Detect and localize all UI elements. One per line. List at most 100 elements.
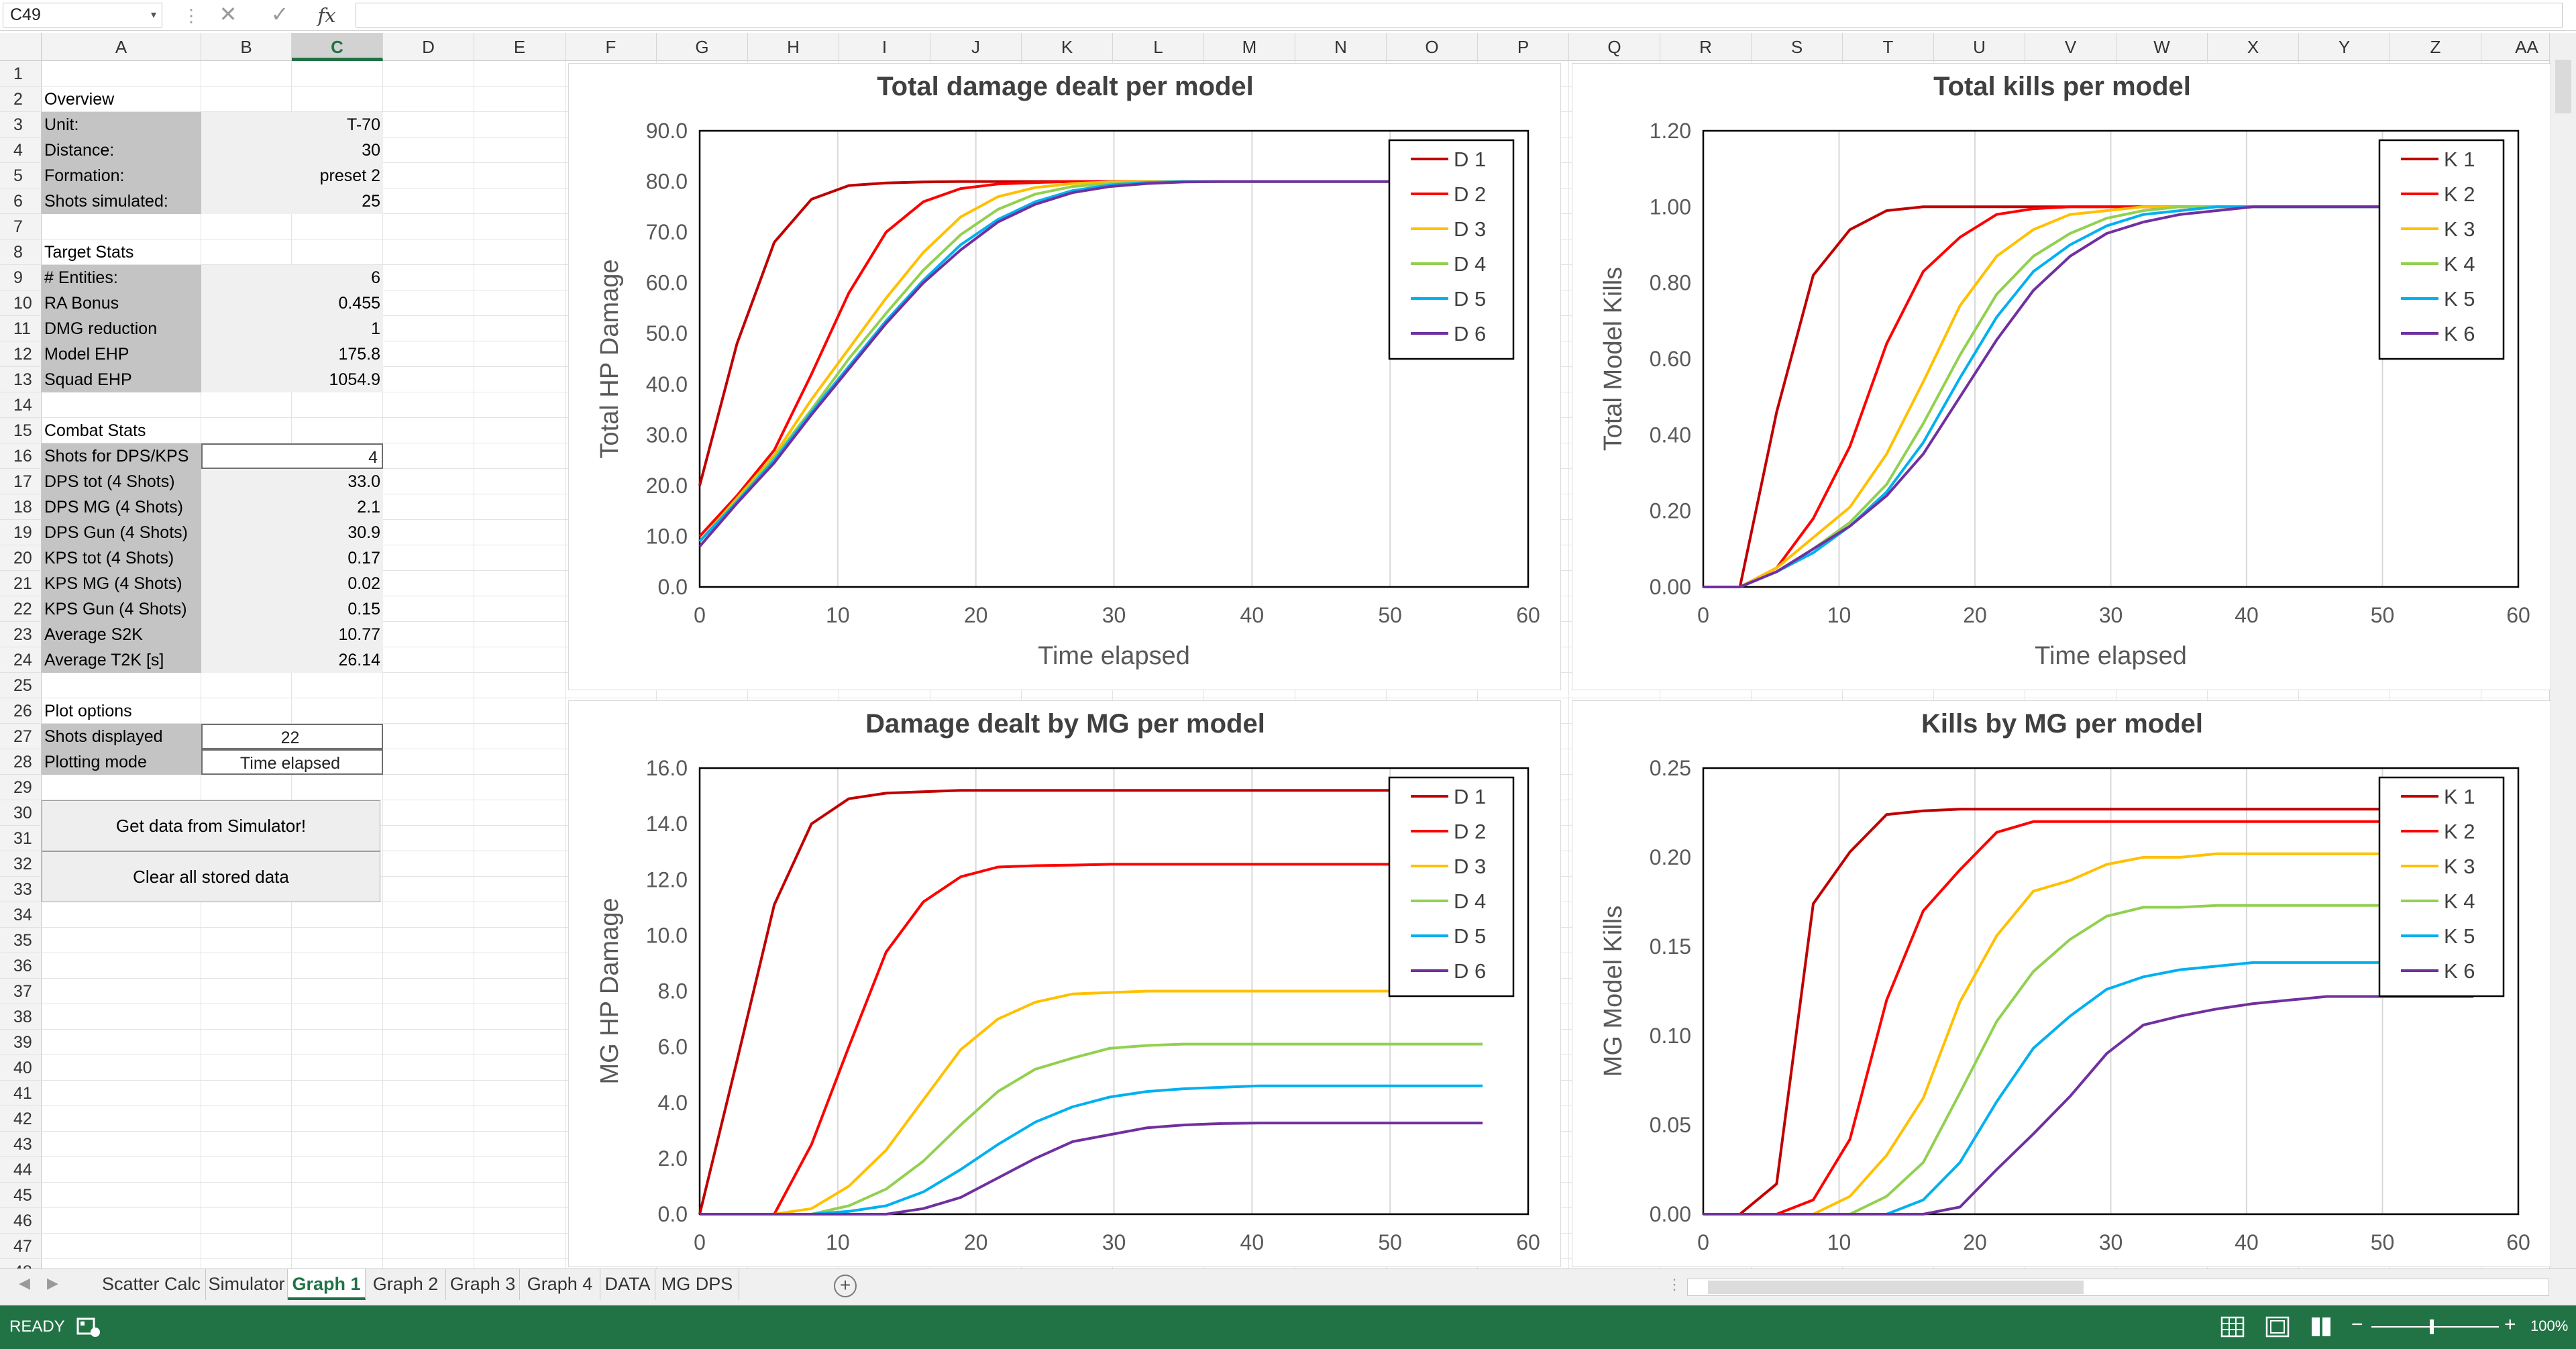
column-header-s[interactable]: S bbox=[1752, 33, 1843, 61]
tab-simulator[interactable]: Simulator bbox=[206, 1269, 288, 1300]
series-line-6[interactable] bbox=[1703, 995, 2474, 1216]
tab-data[interactable]: DATA bbox=[600, 1269, 655, 1300]
legend[interactable] bbox=[1388, 139, 1515, 360]
param-input[interactable]: Time elapsed bbox=[201, 749, 383, 775]
row-header-31[interactable]: 31 bbox=[0, 826, 42, 851]
tab-mg-dps[interactable]: MG DPS bbox=[655, 1269, 739, 1300]
series-line-3[interactable] bbox=[700, 989, 1483, 1216]
series-line-4[interactable] bbox=[1703, 205, 2474, 588]
column-header-d[interactable]: D bbox=[383, 33, 474, 61]
tab-scatter-calc[interactable]: Scatter Calc bbox=[97, 1269, 206, 1300]
series-line-5[interactable] bbox=[700, 1084, 1483, 1216]
insert-function-icon[interactable]: fx bbox=[312, 3, 341, 28]
row-header-40[interactable]: 40 bbox=[0, 1055, 42, 1081]
row-header-4[interactable]: 4 bbox=[0, 138, 42, 163]
row-header-36[interactable]: 36 bbox=[0, 953, 42, 979]
param-input[interactable]: 4 bbox=[201, 443, 383, 469]
row-header-16[interactable]: 16 bbox=[0, 443, 42, 469]
row-header-30[interactable]: 30 bbox=[0, 800, 42, 826]
series-line-4[interactable] bbox=[700, 1042, 1483, 1216]
legend[interactable] bbox=[2378, 776, 2505, 997]
vertical-scrollbar[interactable] bbox=[2549, 33, 2576, 1269]
row-header-22[interactable]: 22 bbox=[0, 596, 42, 622]
tab-scroll-left-icon[interactable]: ◀ bbox=[19, 1275, 30, 1291]
row-header-32[interactable]: 32 bbox=[0, 851, 42, 877]
row-header-8[interactable]: 8 bbox=[0, 239, 42, 265]
row-header-39[interactable]: 39 bbox=[0, 1030, 42, 1055]
column-header-g[interactable]: G bbox=[657, 33, 748, 61]
get-data-button[interactable]: Get data from Simulator! bbox=[42, 800, 380, 851]
series-line-3[interactable] bbox=[1703, 205, 2474, 588]
row-header-19[interactable]: 19 bbox=[0, 520, 42, 545]
series-line-1[interactable] bbox=[698, 180, 1483, 486]
column-header-h[interactable]: H bbox=[748, 33, 839, 61]
column-header-e[interactable]: E bbox=[474, 33, 566, 61]
row-header-26[interactable]: 26 bbox=[0, 698, 42, 724]
column-header-w[interactable]: W bbox=[2116, 33, 2208, 61]
row-header-7[interactable]: 7 bbox=[0, 214, 42, 239]
enter-icon[interactable]: ✓ bbox=[270, 2, 289, 26]
horizontal-scrollbar[interactable] bbox=[1687, 1279, 2549, 1296]
column-header-l[interactable]: L bbox=[1113, 33, 1204, 61]
vertical-scroll-thumb[interactable] bbox=[2555, 60, 2571, 113]
name-box[interactable]: C49 ▾ bbox=[3, 3, 162, 28]
column-header-z[interactable]: Z bbox=[2390, 33, 2481, 61]
row-header-44[interactable]: 44 bbox=[0, 1157, 42, 1183]
row-header-18[interactable]: 18 bbox=[0, 494, 42, 520]
series-line-2[interactable] bbox=[1703, 820, 2474, 1216]
row-header-1[interactable]: 1 bbox=[0, 61, 42, 87]
normal-view-icon[interactable] bbox=[2219, 1315, 2246, 1339]
series-line-2[interactable] bbox=[698, 180, 1483, 537]
zoom-in-icon[interactable]: + bbox=[2504, 1313, 2516, 1336]
row-header-10[interactable]: 10 bbox=[0, 290, 42, 316]
column-header-y[interactable]: Y bbox=[2299, 33, 2390, 61]
series-line-6[interactable] bbox=[698, 180, 1483, 547]
row-header-21[interactable]: 21 bbox=[0, 571, 42, 596]
series-line-3[interactable] bbox=[1703, 852, 2474, 1216]
row-header-9[interactable]: 9 bbox=[0, 265, 42, 290]
column-header-c[interactable]: C bbox=[292, 33, 383, 61]
page-break-preview-icon[interactable] bbox=[2308, 1315, 2334, 1339]
row-header-17[interactable]: 17 bbox=[0, 469, 42, 494]
row-header-23[interactable]: 23 bbox=[0, 622, 42, 647]
tab-graph-4[interactable]: Graph 4 bbox=[520, 1269, 600, 1300]
column-header-u[interactable]: U bbox=[1934, 33, 2025, 61]
column-header-q[interactable]: Q bbox=[1569, 33, 1660, 61]
column-header-t[interactable]: T bbox=[1843, 33, 1934, 61]
row-header-37[interactable]: 37 bbox=[0, 979, 42, 1004]
column-header-x[interactable]: X bbox=[2208, 33, 2299, 61]
chevron-down-icon[interactable]: ▾ bbox=[150, 9, 156, 21]
row-header-28[interactable]: 28 bbox=[0, 749, 42, 775]
formula-input[interactable] bbox=[356, 3, 2563, 28]
series-line-2[interactable] bbox=[700, 863, 1483, 1216]
select-all-corner[interactable] bbox=[0, 33, 42, 61]
row-header-34[interactable]: 34 bbox=[0, 902, 42, 928]
row-header-27[interactable]: 27 bbox=[0, 724, 42, 749]
row-header-35[interactable]: 35 bbox=[0, 928, 42, 953]
row-header-11[interactable]: 11 bbox=[0, 316, 42, 341]
column-header-j[interactable]: J bbox=[930, 33, 1022, 61]
row-header-43[interactable]: 43 bbox=[0, 1132, 42, 1157]
column-header-m[interactable]: M bbox=[1204, 33, 1295, 61]
column-header-i[interactable]: I bbox=[839, 33, 930, 61]
tab-scroll-right-icon[interactable]: ▶ bbox=[47, 1275, 58, 1291]
row-header-42[interactable]: 42 bbox=[0, 1106, 42, 1132]
column-header-v[interactable]: V bbox=[2025, 33, 2116, 61]
chart-3[interactable]: Damage dealt by MG per model 0 10 20 30 40 50 6… bbox=[568, 700, 1561, 1267]
row-header-41[interactable]: 41 bbox=[0, 1081, 42, 1106]
series-line-2[interactable] bbox=[1703, 205, 2474, 588]
row-header-14[interactable]: 14 bbox=[0, 392, 42, 418]
column-header-a[interactable]: A bbox=[42, 33, 201, 61]
tab-graph-1[interactable]: Graph 1 bbox=[288, 1269, 366, 1300]
add-sheet-button[interactable]: + bbox=[834, 1275, 857, 1297]
column-header-p[interactable]: P bbox=[1478, 33, 1569, 61]
row-header-38[interactable]: 38 bbox=[0, 1004, 42, 1030]
row-header-3[interactable]: 3 bbox=[0, 112, 42, 138]
legend[interactable] bbox=[2378, 139, 2505, 360]
param-input[interactable]: 22 bbox=[201, 724, 383, 749]
series-line-1[interactable] bbox=[698, 789, 1483, 1215]
zoom-out-icon[interactable]: − bbox=[2351, 1313, 2363, 1336]
column-header-f[interactable]: F bbox=[566, 33, 657, 61]
row-header-47[interactable]: 47 bbox=[0, 1234, 42, 1259]
series-line-6[interactable] bbox=[700, 1122, 1483, 1216]
